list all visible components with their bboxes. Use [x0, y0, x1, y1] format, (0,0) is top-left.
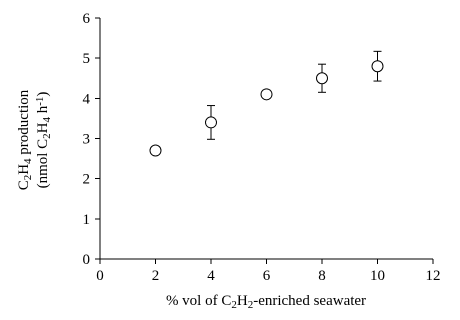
- x-tick-label: 6: [263, 268, 271, 284]
- y-title1-pre: C: [16, 180, 32, 190]
- data-point: [371, 60, 384, 73]
- data-point: [316, 72, 328, 85]
- y-tick-label: 2: [83, 172, 91, 188]
- y-title2-sub1: 2: [41, 133, 53, 139]
- y-title1-sub1: 2: [22, 175, 34, 181]
- y-axis-title-line1: C2H4 production: [16, 89, 34, 190]
- x-tick-label: 0: [96, 268, 104, 284]
- data-point: [260, 88, 273, 101]
- y-title2-mid: H: [35, 122, 51, 133]
- y-axis-title-line2: (nmol C2H4 h-1): [34, 92, 54, 189]
- data-series: [149, 50, 384, 157]
- y-tick-label: 5: [83, 51, 91, 67]
- y-title2-pre: (nmol C: [35, 139, 51, 189]
- y-tick-label: 1: [83, 212, 91, 228]
- x-tick-label: 10: [370, 268, 385, 284]
- y-title1-sub2: 4: [22, 158, 34, 164]
- x-tick-label: 2: [152, 268, 160, 284]
- x-axis-title-mid: H: [237, 293, 248, 309]
- y-title2-sup: -1: [34, 97, 46, 106]
- y-axis-ticks: 0 1 2 3 4 5 6: [83, 11, 100, 268]
- y-title2-mid2: h: [35, 105, 51, 117]
- x-axis-title-post: -enriched seawater: [253, 293, 366, 309]
- y-tick-label: 4: [83, 91, 91, 107]
- data-point: [149, 144, 162, 157]
- y-title2-sub2: 4: [41, 116, 53, 122]
- x-axis-title-sub2: 2: [248, 299, 254, 311]
- x-tick-label: 4: [207, 268, 215, 284]
- x-axis-title-sub1: 2: [231, 299, 237, 311]
- y-tick-label: 0: [83, 252, 91, 268]
- x-tick-label: 12: [426, 268, 441, 284]
- y-title2-post: ): [35, 92, 51, 97]
- x-axis-title-pre: % vol of C: [166, 293, 231, 309]
- x-tick-label: 8: [318, 268, 326, 284]
- x-axis-ticks: 0 2 4 6 8 10 12: [96, 259, 441, 284]
- data-point: [205, 116, 217, 129]
- y-title1-mid: H: [16, 164, 32, 175]
- y-axis-title: C2H4 production (nmol C2H4 h-1): [16, 89, 53, 190]
- x-axis-title: % vol of C2H2-enriched seawater: [166, 293, 366, 311]
- y-title1-post: production: [16, 89, 32, 158]
- y-tick-label: 6: [83, 11, 91, 27]
- y-tick-label: 3: [83, 132, 91, 148]
